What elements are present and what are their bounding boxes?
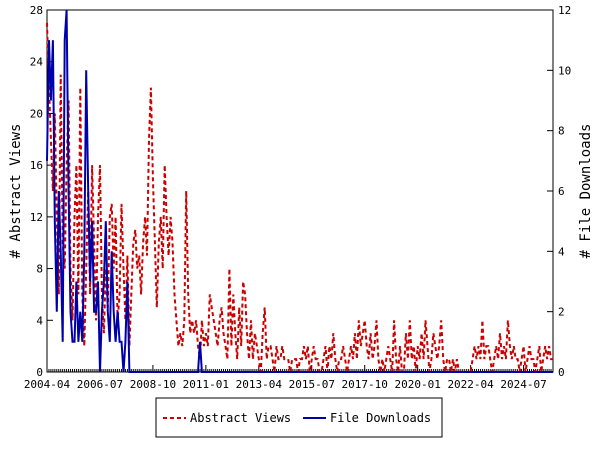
plot-area xyxy=(46,9,554,373)
left-y-tick-label: 24 xyxy=(30,56,44,69)
x-tick-label: 2013-04 xyxy=(236,378,283,391)
right-y-axis: 0 2 4 6 8 10 12 xyxy=(547,4,571,379)
right-y-tick-label: 8 xyxy=(558,125,565,138)
legend-label-file-downloads: File Downloads xyxy=(330,411,431,425)
series-line-file-downloads xyxy=(46,9,553,373)
series-line-abstract-views xyxy=(46,22,553,373)
left-y-tick-label: 0 xyxy=(36,366,43,379)
left-y-tick-label: 8 xyxy=(36,263,43,276)
left-y-axis-title: # Abstract Views xyxy=(8,124,24,259)
left-y-tick-label: 16 xyxy=(30,159,43,172)
legend-box xyxy=(155,397,443,438)
x-tick-label: 2024-07 xyxy=(500,378,546,391)
right-y-tick-label: 6 xyxy=(558,185,565,198)
x-tick-label: 2011-01 xyxy=(183,378,229,391)
right-y-tick-label: 12 xyxy=(558,4,571,17)
left-y-tick-label: 28 xyxy=(30,4,43,17)
left-y-tick-label: 12 xyxy=(30,211,43,224)
x-tick-label: 2020-01 xyxy=(394,378,440,391)
left-y-axis: 0 4 8 12 16 20 24 28 xyxy=(30,4,53,379)
left-y-tick-label: 20 xyxy=(30,107,43,120)
x-tick-label: 2008-10 xyxy=(130,378,176,391)
x-axis: 2004-04 2006-07 2008-10 2011-01 2013-04 2015-… xyxy=(24,365,547,391)
x-tick-label: 2017-10 xyxy=(342,378,388,391)
right-y-tick-label: 2 xyxy=(558,306,565,319)
right-y-axis-title: # File Downloads xyxy=(578,124,594,259)
x-tick-label: 2022-04 xyxy=(447,378,494,391)
left-y-tick-label: 4 xyxy=(36,314,43,327)
right-y-tick-label: 4 xyxy=(558,245,565,258)
legend-label-abstract-views: Abstract Views xyxy=(190,411,291,425)
right-y-tick-label: 10 xyxy=(558,64,571,77)
legend: Abstract Views File Downloads xyxy=(155,397,443,438)
x-tick-label: 2015-07 xyxy=(289,378,335,391)
series-layer xyxy=(46,9,553,373)
x-tick-label: 2004-04 xyxy=(24,378,71,391)
right-y-tick-label: 0 xyxy=(558,366,565,379)
x-tick-label: 2006-07 xyxy=(77,378,123,391)
